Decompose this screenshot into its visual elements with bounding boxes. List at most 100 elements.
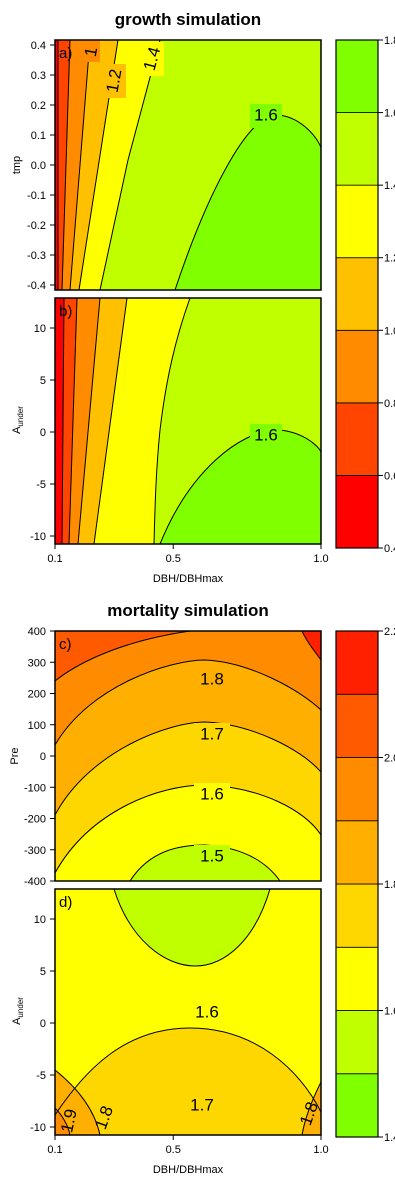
- colorbar-tick-label: 1.8: [384, 35, 395, 47]
- y-tick-label: 300: [28, 657, 46, 669]
- y-tick-label: -5: [36, 479, 46, 491]
- panel-c: c) 1.8 1.7 1.6 1.5 400 300 200 100 0 -100 -200…: [9, 626, 322, 888]
- colorbar-tick-label: 0.6: [384, 470, 395, 482]
- x-tick-label: 0.5: [166, 1144, 181, 1156]
- panel-a: a) 1 1.2 1.4 1.6 0.40.30.20.10.0-0.1-0.2…: [11, 39, 322, 292]
- contour-label: 1.8: [200, 669, 224, 688]
- contour-line: [55, 659, 321, 746]
- y-axis-c: 400 300 200 100 0 -100 -200 -300 -400: [24, 626, 55, 888]
- y-axis-label-b: Aunder: [11, 406, 25, 434]
- contour-label: 1.5: [200, 846, 224, 865]
- colorbar-tick-label: 1.4: [384, 180, 395, 192]
- panel-label-c: c): [59, 636, 72, 653]
- colorbar-swatch: [335, 257, 379, 331]
- contour-line: [113, 889, 271, 967]
- contour-line: [99, 40, 161, 290]
- contour-label: 1.6: [254, 105, 278, 124]
- colorbar-swatch: [335, 1010, 379, 1075]
- contour-label: 1.2: [103, 68, 126, 95]
- band-fill: [55, 1070, 100, 1135]
- panel-b: b) 1.6 10 5 0 -5 -10 0.1 0.5 1.0 Aunder DBH/DB…: [11, 297, 329, 585]
- colorbar-tick-label: 1.8: [384, 879, 395, 891]
- colorbar-tick-label: 0.4: [384, 543, 395, 555]
- colorbar-swatch: [335, 630, 379, 695]
- y-tick-label: 0: [40, 1018, 46, 1030]
- y-tick-label: -200: [24, 814, 46, 826]
- band-fill: [114, 889, 270, 966]
- colorbar-swatch: [335, 402, 379, 476]
- y-tick-label: -300: [24, 845, 46, 857]
- y-tick-label: 0.0: [31, 160, 46, 172]
- colorbar-tick-label: 1.4: [384, 1132, 395, 1144]
- y-axis-label-a: tmp: [11, 156, 23, 174]
- x-axis-label-b: DBH/DBHmax: [153, 573, 224, 585]
- colorbar-swatch: [335, 475, 379, 549]
- contour-label: 1.7: [190, 1095, 214, 1114]
- y-tick-label: 200: [28, 689, 46, 701]
- y-tick-label: 0: [40, 751, 46, 763]
- band-fill: [160, 430, 321, 544]
- contour-line: [55, 721, 321, 816]
- colorbar-tick-label: 2.0: [384, 753, 395, 765]
- y-tick-label: -400: [24, 876, 46, 888]
- x-tick-label: 0.1: [47, 553, 62, 565]
- y-tick-label: 0.1: [31, 130, 46, 142]
- y-tick-label: -0.3: [27, 250, 46, 262]
- y-tick-label: 0: [40, 427, 46, 439]
- colorbar-swatch: [335, 329, 379, 404]
- x-tick-label: 0.5: [166, 553, 181, 565]
- band-fill: [58, 40, 70, 290]
- y-axis-label-d: Aunder: [11, 997, 25, 1025]
- contour-line: [301, 1081, 321, 1135]
- y-tick-label: 400: [28, 626, 46, 638]
- colorbar-swatch: [335, 883, 379, 948]
- y-axis-label-c: Pre: [9, 747, 21, 764]
- band-fill: [70, 40, 118, 290]
- band-fill: [69, 298, 100, 544]
- colorbar-growth: 1.8 1.6 1.4 1.2 1.0 0.8 0.6 0.4: [335, 35, 395, 555]
- panel-label-b: b): [59, 303, 72, 320]
- band-fill: [78, 298, 127, 544]
- x-axis-b: 0.1 0.5 1.0: [47, 544, 329, 565]
- contour-label: 1: [81, 46, 101, 59]
- contour-line: [93, 298, 128, 544]
- colorbar-swatch: [335, 184, 379, 259]
- panel-label-d: d): [59, 894, 72, 911]
- colorbar-swatch: [335, 693, 379, 758]
- colorbar-tick-label: 1.6: [384, 108, 395, 120]
- y-axis-b: 10 5 0 -5 -10: [30, 323, 55, 543]
- contour-line: [68, 298, 78, 544]
- contour-line: [153, 298, 191, 544]
- contour-line: [55, 1027, 321, 1116]
- colorbar-tick-label: 2.2: [384, 626, 395, 638]
- y-tick-label: 0.4: [31, 40, 46, 52]
- colorbar-tick-label: 1.2: [384, 253, 395, 265]
- contour-label: 1.6: [195, 1002, 219, 1021]
- y-tick-label: -0.1: [27, 190, 46, 202]
- y-tick-label: 0.2: [31, 100, 46, 112]
- colorbar-swatch: [335, 1073, 379, 1138]
- y-tick-label: 10: [34, 914, 46, 926]
- colorbar-swatch: [335, 820, 379, 885]
- y-tick-label: -100: [24, 782, 46, 794]
- panel-label-a: a): [59, 45, 72, 62]
- x-axis-label-d: DBH/DBHmax: [153, 1164, 224, 1176]
- colorbar-mortality: 2.2 2.0 1.8 1.6 1.4: [335, 626, 395, 1144]
- x-tick-label: 1.0: [313, 553, 328, 565]
- contour-line: [61, 40, 71, 290]
- contour-label: 1.6: [254, 425, 278, 444]
- colorbar-tick-label: 1.6: [384, 1006, 395, 1018]
- y-tick-label: -10: [30, 1122, 46, 1134]
- band-fill: [55, 40, 58, 290]
- band-fill: [55, 785, 321, 881]
- band-fill: [175, 115, 321, 290]
- contour-label: 1.6: [200, 784, 224, 803]
- y-tick-label: 10: [34, 323, 46, 335]
- contour-line: [69, 40, 91, 290]
- colorbar-swatch: [335, 757, 379, 822]
- band-fill: [79, 40, 160, 290]
- contour-line: [61, 298, 65, 544]
- contour-line: [301, 631, 321, 661]
